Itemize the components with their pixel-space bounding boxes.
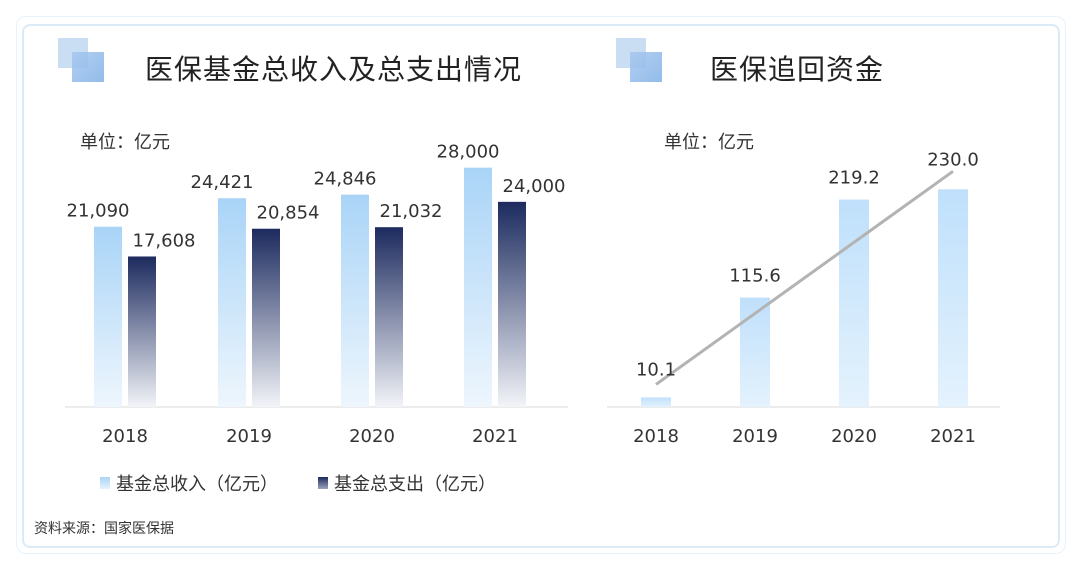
bar-income-2019 bbox=[218, 198, 246, 407]
data-label-recovery-2020: 219.2 bbox=[828, 168, 880, 189]
legend-swatch-income bbox=[100, 477, 110, 489]
x-tick-label-2021: 2021 bbox=[930, 426, 976, 447]
data-label-expense-2018: 17,608 bbox=[133, 230, 196, 251]
source-note: 资料来源：国家医保据 bbox=[34, 521, 174, 537]
x-tick-label-2018: 2018 bbox=[633, 426, 679, 447]
data-label-income-2020: 24,846 bbox=[314, 169, 377, 190]
legend-label-income: 基金总收入（亿元） bbox=[116, 474, 278, 495]
bar-recovery-2020 bbox=[839, 199, 869, 407]
data-label-expense-2021: 24,000 bbox=[503, 176, 566, 197]
x-tick-label-2019: 2019 bbox=[226, 426, 272, 447]
trend-line bbox=[655, 170, 954, 386]
data-label-recovery-2021: 230.0 bbox=[927, 149, 979, 170]
bar-expense-2020 bbox=[375, 227, 403, 407]
legend-item-income: 基金总收入（亿元） bbox=[100, 470, 278, 496]
x-tick-label-2020: 2020 bbox=[349, 426, 395, 447]
bar-expense-2019 bbox=[252, 228, 280, 407]
bar-expense-2018 bbox=[128, 256, 156, 407]
bar-income-2018 bbox=[94, 226, 122, 407]
bar-recovery-2019 bbox=[740, 297, 770, 407]
bar-recovery-2018 bbox=[641, 397, 671, 407]
data-label-income-2021: 28,000 bbox=[437, 142, 500, 163]
x-tick-label-2020: 2020 bbox=[831, 426, 877, 447]
data-label-income-2018: 21,090 bbox=[67, 201, 130, 222]
x-tick-label-2018: 2018 bbox=[102, 426, 148, 447]
x-tick-label-2021: 2021 bbox=[472, 426, 518, 447]
legend-swatch-expense bbox=[318, 477, 328, 489]
data-label-recovery-2018: 10.1 bbox=[636, 359, 676, 380]
left-chart-title: 医保基金总收入及总支出情况 bbox=[145, 53, 523, 86]
data-label-expense-2020: 21,032 bbox=[380, 201, 443, 222]
outer-frame bbox=[16, 16, 1066, 554]
bar-income-2021 bbox=[464, 167, 492, 407]
data-label-recovery-2019: 115.6 bbox=[729, 266, 781, 287]
data-label-income-2019: 24,421 bbox=[191, 172, 254, 193]
chart-card bbox=[22, 24, 1060, 548]
x-tick-label-2019: 2019 bbox=[732, 426, 778, 447]
bar-expense-2021 bbox=[498, 201, 526, 407]
left-unit-label: 单位：亿元 bbox=[80, 132, 170, 153]
right-chart-title: 医保追回资金 bbox=[710, 53, 885, 86]
right-unit-label: 单位：亿元 bbox=[664, 132, 754, 153]
data-label-expense-2019: 20,854 bbox=[257, 203, 320, 224]
legend-label-expense: 基金总支出（亿元） bbox=[334, 474, 496, 495]
bar-recovery-2021 bbox=[938, 189, 968, 407]
bar-income-2020 bbox=[341, 194, 369, 407]
legend-item-expense: 基金总支出（亿元） bbox=[318, 470, 496, 496]
legend: 基金总收入（亿元） 基金总支出（亿元） bbox=[100, 470, 496, 496]
